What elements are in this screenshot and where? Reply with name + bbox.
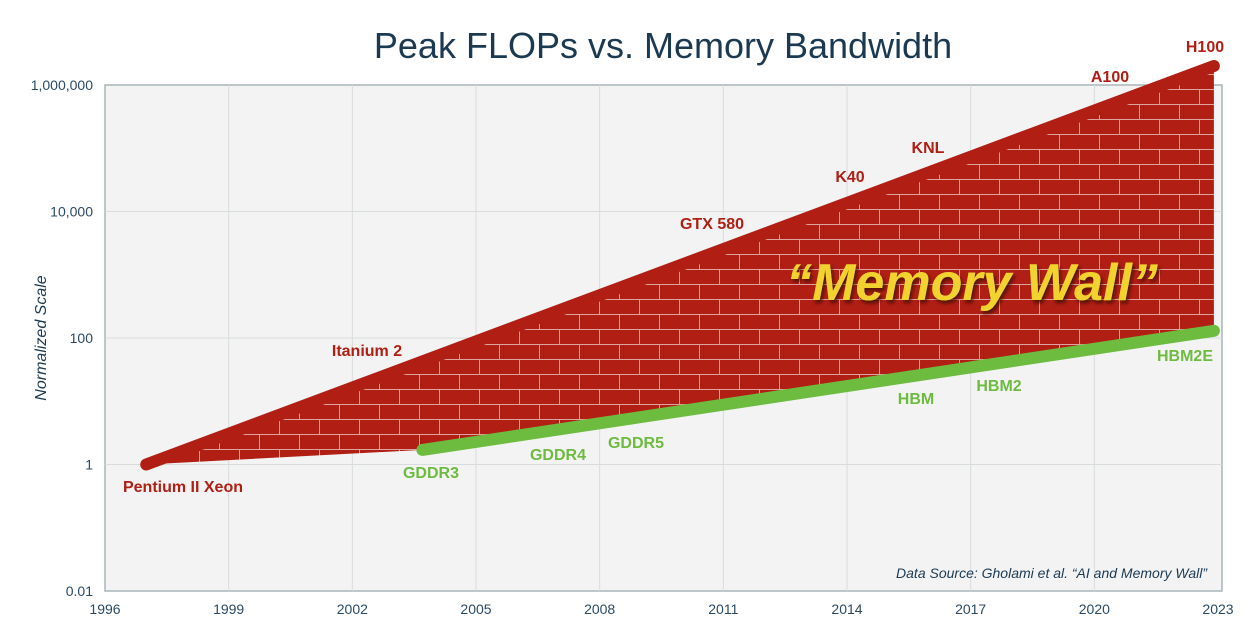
x-tick-label: 2023 [1202, 601, 1233, 617]
series-marks [140, 59, 1220, 471]
flops-point-label: Itanium 2 [332, 343, 402, 360]
flops-point-label: KNL [912, 140, 945, 157]
axis-ticks: 1996 1999 2002 2005 2008 2011 2014 2017 2020 2023… [31, 77, 1234, 617]
data-source-note: Data Source: Gholami et al. “AI and Memo… [896, 565, 1208, 581]
x-tick-label: 1999 [213, 601, 244, 617]
flops-point-label: A100 [1091, 69, 1129, 86]
point-labels: Pentium II Xeon Itanium 2 GTX 580 K40 KNL A10… [123, 39, 1224, 496]
bandwidth-point-label: HBM [898, 391, 934, 408]
bandwidth-point-label: GDDR4 [530, 447, 586, 464]
y-axis-label: Normalized Scale [33, 275, 50, 400]
flops-point-label: H100 [1186, 39, 1224, 56]
y-tick-label: 10,000 [50, 204, 93, 220]
x-tick-label: 2008 [584, 601, 615, 617]
x-tick-label: 2014 [831, 601, 862, 617]
x-tick-label: 2005 [460, 601, 491, 617]
x-tick-label: 2011 [708, 601, 738, 617]
bandwidth-point-label: GDDR5 [608, 435, 664, 452]
x-tick-label: 2017 [955, 601, 986, 617]
chart-title: Peak FLOPs vs. Memory Bandwidth [374, 25, 952, 66]
y-tick-label: 100 [70, 330, 94, 346]
bandwidth-line [416, 324, 1220, 456]
x-tick-label: 1996 [89, 601, 120, 617]
flops-line [140, 59, 1220, 471]
y-tick-label: 0.01 [66, 583, 93, 599]
bandwidth-point-label: GDDR3 [403, 465, 459, 482]
x-tick-label: 2002 [337, 601, 368, 617]
flops-point-label: K40 [835, 169, 864, 186]
y-tick-label: 1 [85, 457, 93, 473]
bandwidth-point-label: HBM2 [976, 378, 1021, 395]
x-tick-label: 2020 [1079, 601, 1110, 617]
y-tick-label: 1,000,000 [31, 77, 93, 93]
flops-point-label: Pentium II Xeon [123, 479, 243, 496]
memory-wall-label: “Memory Wall” [786, 254, 1158, 312]
flops-point-label: GTX 580 [680, 216, 744, 233]
bandwidth-point-label: HBM2E [1157, 348, 1213, 365]
